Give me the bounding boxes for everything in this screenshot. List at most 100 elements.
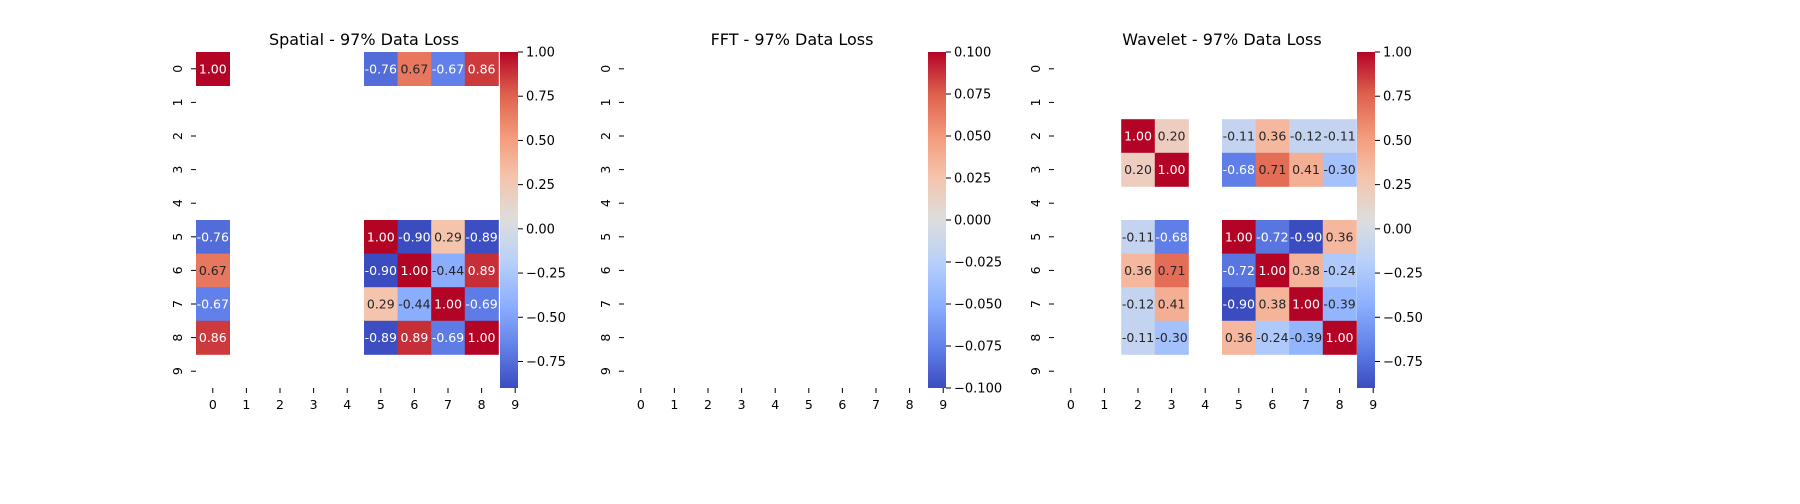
cell-value-label: 0.38 [1292, 263, 1320, 278]
cell-value-label: -0.39 [1290, 330, 1322, 345]
cell-value-label: -0.12 [1290, 129, 1322, 144]
heatmap-cell [1222, 253, 1256, 288]
heatmap-cell [1255, 287, 1290, 322]
heatmap-cell [397, 287, 432, 322]
cell-value-label: -0.12 [1122, 297, 1154, 312]
x-tick-label: 0 [637, 397, 645, 412]
cell-value-label: 0.89 [468, 263, 496, 278]
heatmap-cell [1154, 287, 1189, 322]
heatmap-cell [397, 220, 432, 254]
cell-value-label: -0.39 [1323, 297, 1355, 312]
colorbar-tick-label: 0.50 [1383, 134, 1412, 149]
cell-value-label: 0.67 [199, 263, 227, 278]
heatmap-cell [1289, 119, 1324, 154]
colorbar-tick-label: 0.00 [526, 222, 555, 237]
colorbar-tick-label: −0.25 [526, 267, 566, 282]
x-tick-label: 0 [1067, 397, 1075, 412]
colorbar-tick-label: 0.075 [954, 88, 991, 103]
colorbar-tick-label: 0.100 [954, 46, 991, 61]
cell-value-label: -0.69 [432, 330, 464, 345]
cell-value-label: 1.00 [1124, 129, 1152, 144]
cell-value-label: 0.41 [1158, 297, 1186, 312]
x-tick-label: 5 [377, 397, 385, 412]
colorbar-tick-label: −0.25 [1383, 267, 1423, 282]
heatmap-cell [1289, 320, 1324, 355]
cell-value-label: -0.69 [465, 297, 497, 312]
colorbar-tick-label: 0.025 [954, 172, 991, 187]
colorbar [928, 52, 946, 388]
y-tick-label: 2 [598, 132, 613, 140]
heatmap-cell [1121, 320, 1156, 355]
y-tick-label: 5 [1028, 233, 1043, 241]
x-tick-label: 2 [276, 397, 284, 412]
cell-value-label: -0.76 [197, 229, 229, 244]
heatmap-cell [464, 253, 499, 288]
y-tick-label: 8 [598, 334, 613, 342]
y-tick-label: 0 [1028, 65, 1043, 73]
heatmap-cell [431, 287, 466, 322]
y-tick-label: 5 [170, 233, 185, 241]
heatmap-cell [1222, 320, 1256, 355]
colorbar-tick-label: 0.050 [954, 130, 991, 145]
colorbar-tick-label: −0.75 [1383, 355, 1423, 370]
cell-value-label: -0.11 [1323, 129, 1355, 144]
cell-value-label: -0.89 [465, 229, 497, 244]
cell-value-label: 0.29 [367, 297, 395, 312]
heatmap-cell [1121, 119, 1156, 154]
heatmap-cell [1255, 119, 1290, 154]
x-tick-label: 7 [1302, 397, 1310, 412]
heatmap-cell [464, 220, 499, 254]
chart-title: Spatial - 97% Data Loss [269, 30, 459, 49]
x-tick-label: 4 [343, 397, 351, 412]
x-tick-label: 3 [310, 397, 318, 412]
x-tick-label: 1 [1100, 397, 1108, 412]
cell-value-label: -0.68 [1155, 229, 1187, 244]
cell-value-label: 1.00 [400, 263, 428, 278]
y-tick-label: 2 [1028, 132, 1043, 140]
y-tick-label: 1 [170, 98, 185, 106]
cell-value-label: -0.76 [365, 61, 397, 76]
x-tick-label: 6 [838, 397, 846, 412]
cell-value-label: -0.89 [365, 330, 397, 345]
heatmap-cell [1222, 287, 1256, 322]
heatmap-cell [1289, 253, 1324, 288]
x-tick-label: 9 [1369, 397, 1377, 412]
cell-value-label: 0.36 [1258, 129, 1286, 144]
y-tick-label: 9 [598, 367, 613, 375]
heatmap-cell [1222, 119, 1256, 154]
cell-value-label: -0.24 [1323, 263, 1355, 278]
x-tick-label: 3 [1168, 397, 1176, 412]
heatmap-cell [1255, 253, 1290, 288]
cell-value-label: -0.11 [1122, 229, 1154, 244]
heatmap-cell [1322, 287, 1357, 322]
heatmap-cell [196, 253, 230, 288]
cell-value-label: -0.72 [1256, 229, 1288, 244]
cell-value-label: 0.20 [1124, 162, 1152, 177]
heatmap-cell [1289, 220, 1324, 254]
heatmap-cell [1289, 287, 1324, 322]
cell-value-label: 0.36 [1326, 229, 1354, 244]
x-tick-label: 1 [670, 397, 678, 412]
chart-title: Wavelet - 97% Data Loss [1122, 30, 1321, 49]
heatmap-cell [1322, 220, 1357, 254]
y-tick-label: 5 [598, 233, 613, 241]
colorbar-tick-label: −0.50 [1383, 311, 1423, 326]
heatmap-cell [364, 253, 398, 288]
heatmap-cell [431, 52, 466, 86]
y-tick-label: 6 [170, 266, 185, 274]
heatmap-cell [1121, 287, 1156, 322]
x-tick-label: 9 [939, 397, 947, 412]
cell-value-label: -0.30 [1323, 162, 1355, 177]
y-tick-label: 9 [170, 367, 185, 375]
heatmap-cell [1255, 220, 1290, 254]
y-tick-label: 3 [1028, 166, 1043, 174]
x-tick-label: 6 [1268, 397, 1276, 412]
y-tick-label: 2 [170, 132, 185, 140]
cell-value-label: 1.00 [199, 61, 227, 76]
heatmap-cell [431, 320, 466, 355]
heatmap-cell [1121, 220, 1156, 254]
heatmap-cell [1154, 119, 1189, 154]
cell-value-label: -0.11 [1223, 129, 1255, 144]
